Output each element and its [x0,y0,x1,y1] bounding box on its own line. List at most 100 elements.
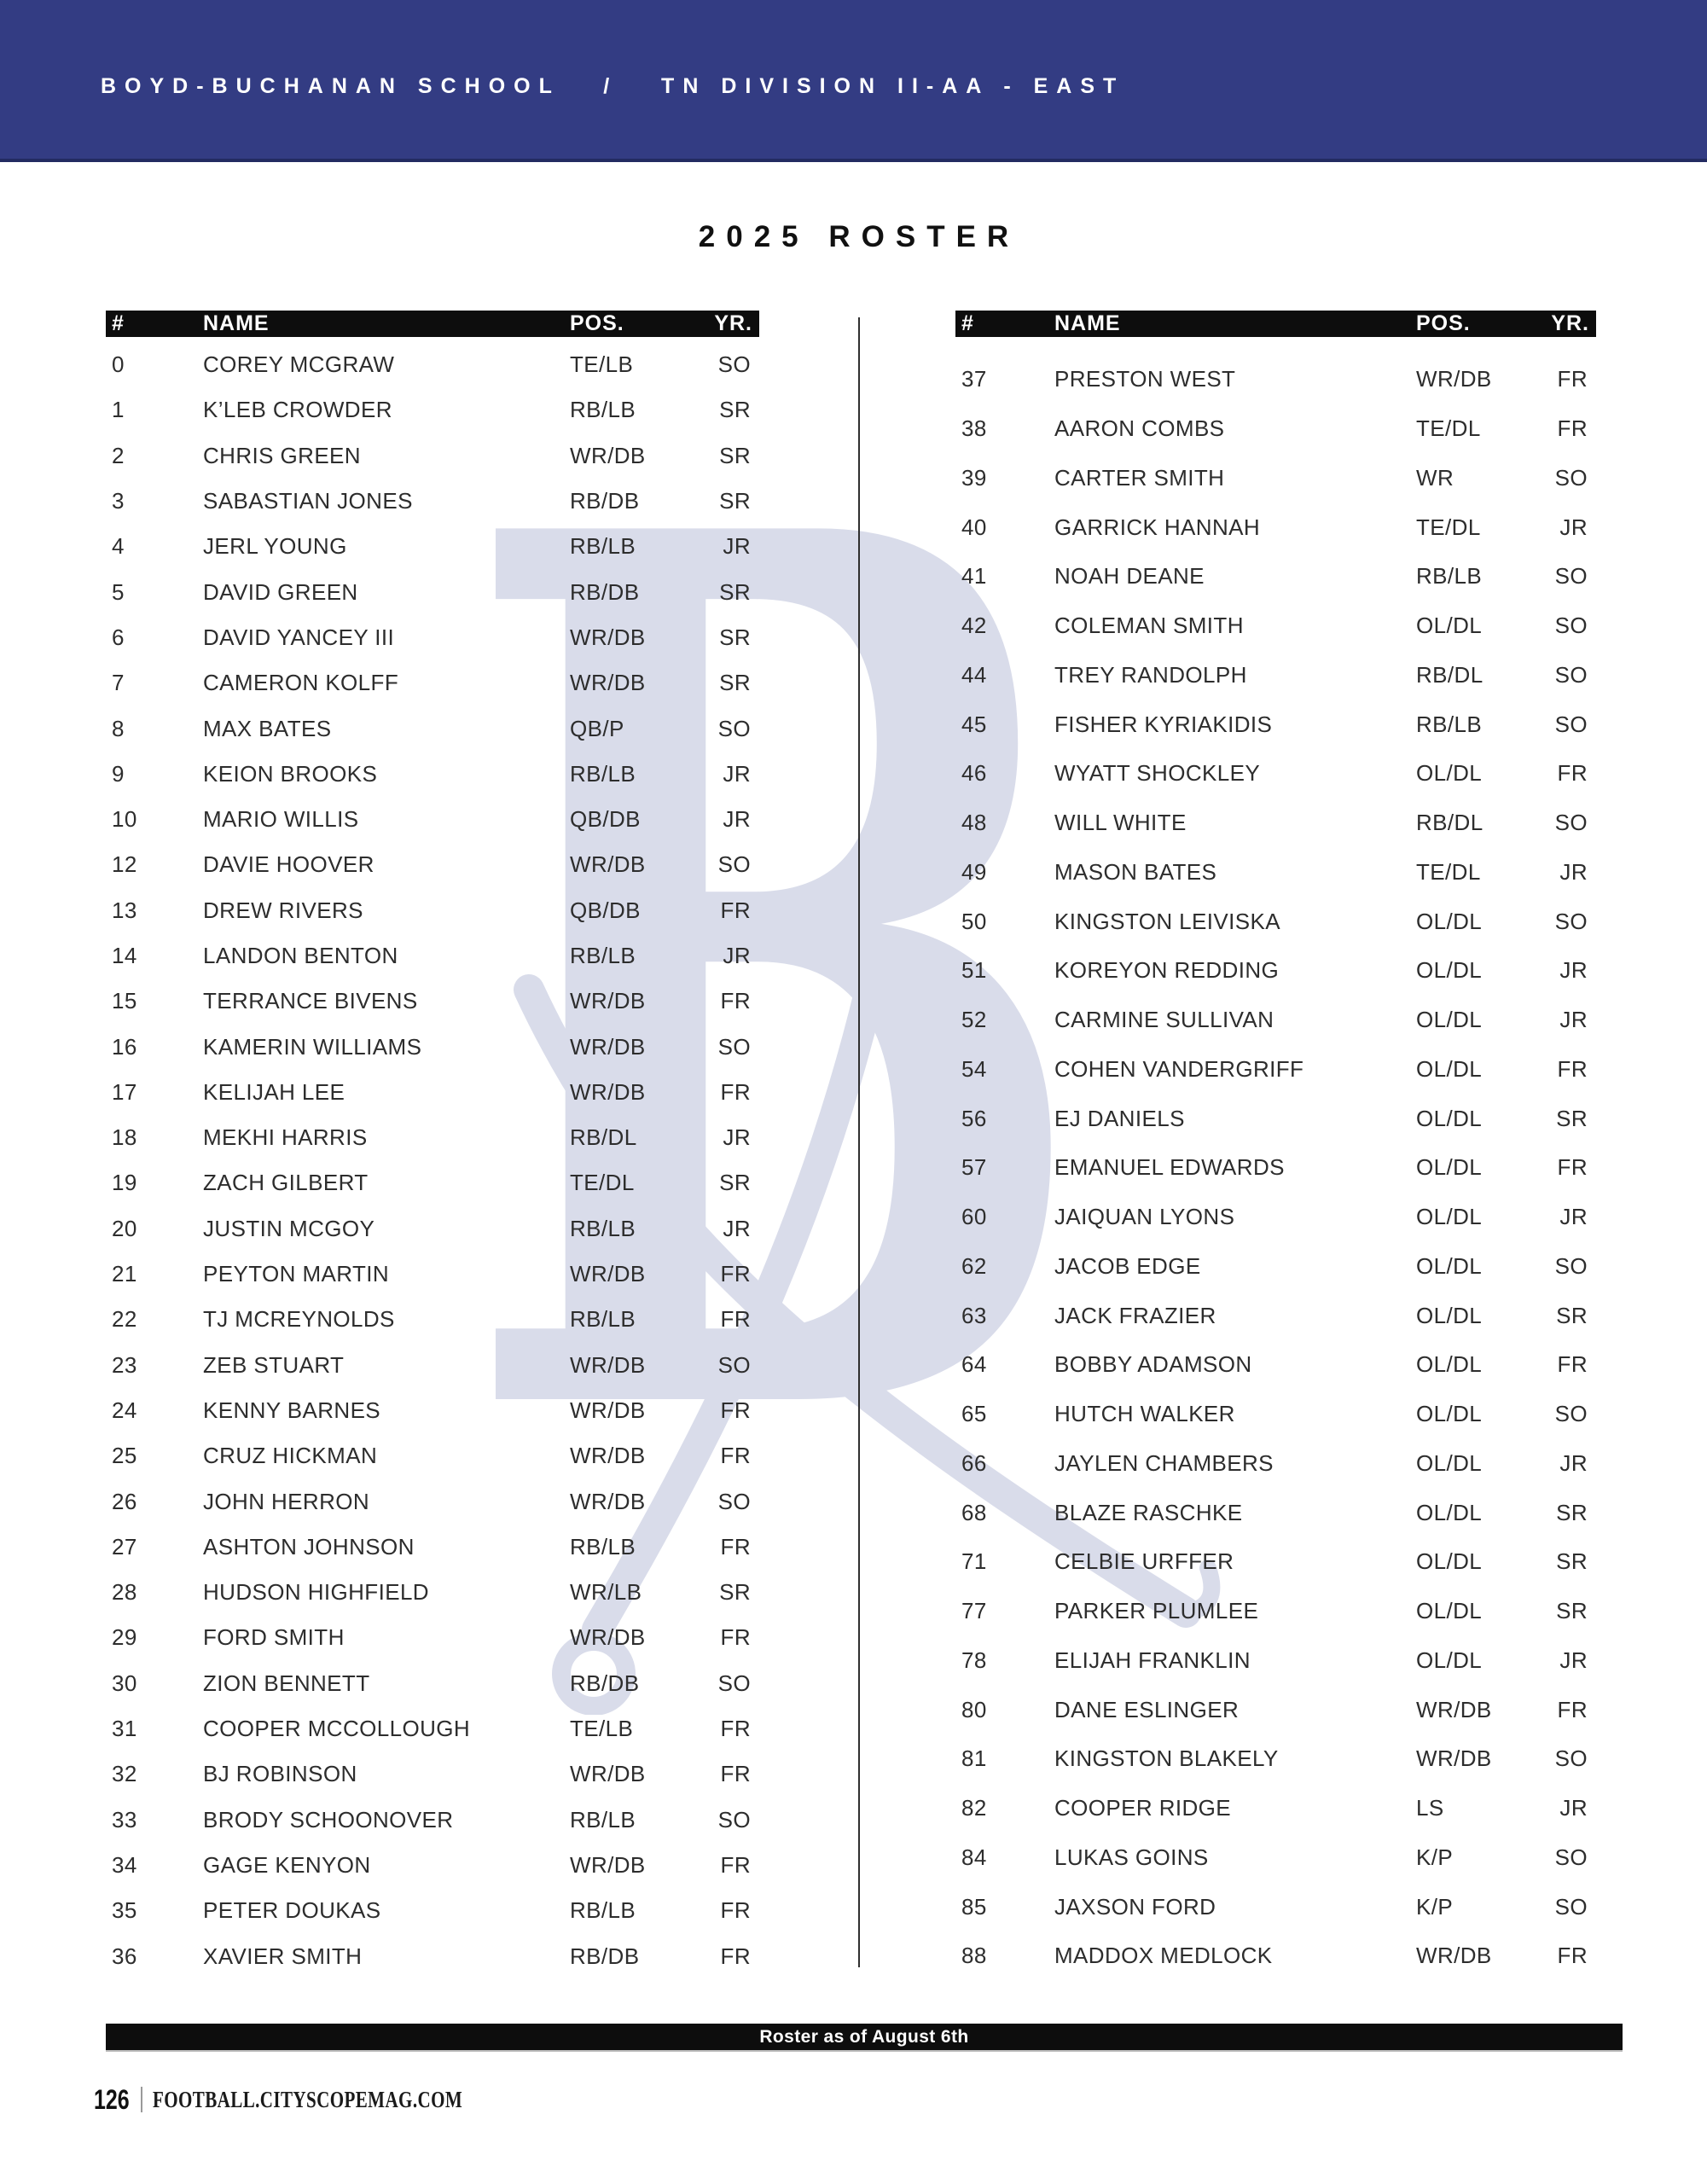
player-number: 16 [112,1033,137,1060]
roster-row: 27 ASHTON JOHNSON RB/LB FR [106,1525,759,1570]
player-year: FR [720,1624,751,1651]
player-number: 82 [961,1795,987,1821]
roster-row: 33 BRODY SCHOONOVER RB/LB SO [106,1798,759,1843]
player-year: JR [1559,1795,1588,1821]
player-number: 57 [961,1154,987,1181]
player-name: DREW RIVERS [203,897,363,923]
player-pos: RB/LB [570,1215,636,1241]
player-year: SO [1554,613,1588,639]
player-number: 7 [112,670,125,696]
player-pos: OL/DL [1416,1449,1483,1476]
player-number: 37 [961,366,987,392]
player-pos: OL/DL [1416,1647,1483,1673]
player-number: 12 [112,851,137,878]
player-number: 19 [112,1170,137,1196]
player-pos: QB/DB [570,897,641,923]
roster-row: 31 COOPER MCCOLLOUGH TE/LB FR [106,1706,759,1751]
player-number: 17 [112,1078,137,1105]
roster-row: 51 KOREYON REDDING OL/DL JR [955,946,1596,996]
player-pos: WR/DB [570,851,646,878]
player-name: FISHER KYRIAKIDIS [1054,711,1273,737]
roster-row: 77 PARKER PLUMLEE OL/DL SR [955,1587,1596,1636]
player-year: FR [720,1397,751,1423]
page-number: 126 [94,2083,130,2115]
roster-row: 49 MASON BATES TE/DL JR [955,848,1596,897]
player-name: DANE ESLINGER [1054,1696,1240,1722]
player-number: 49 [961,858,987,885]
player-pos: K/P [1416,1893,1454,1920]
player-pos: OL/DL [1416,1252,1483,1279]
player-pos: WR/DB [570,1443,646,1469]
player-name: CAMERON KOLFF [203,670,399,696]
player-pos: OL/DL [1416,1302,1483,1328]
player-number: 31 [112,1716,137,1742]
player-pos: QB/P [570,715,624,741]
player-name: TREY RANDOLPH [1054,661,1247,688]
player-name: COLEMAN SMITH [1054,613,1244,639]
player-pos: RB/LB [570,533,636,560]
player-pos: WR/DB [570,624,646,650]
player-number: 34 [112,1851,137,1878]
player-name: PRESTON WEST [1054,366,1236,392]
player-number: 1 [112,397,125,423]
player-number: 65 [961,1401,987,1427]
roster-row: 80 DANE ESLINGER WR/DB FR [955,1685,1596,1734]
player-pos: RB/LB [1416,563,1483,590]
roster-row: 82 COOPER RIDGE LS JR [955,1784,1596,1833]
player-number: 5 [112,578,125,605]
player-number: 6 [112,624,125,650]
player-name: NOAH DEANE [1054,563,1205,590]
roster-note-text: Roster as of August 6th [759,2026,969,2047]
player-name: ASHTON JOHNSON [203,1533,415,1560]
roster-row: 37 PRESTON WEST WR/DB FR [955,355,1596,404]
player-pos: OL/DL [1416,1401,1483,1427]
player-pos: WR/DB [570,988,646,1014]
player-pos: LS [1416,1795,1444,1821]
player-year: JR [1559,1647,1588,1673]
player-pos: RB/DB [570,1943,640,1969]
player-number: 77 [961,1598,987,1624]
player-number: 63 [961,1302,987,1328]
roster-row: 71 CELBIE URFFER OL/DL SR [955,1537,1596,1587]
player-year: JR [723,1215,751,1241]
roster-row: 8 MAX BATES QB/P SO [106,706,759,751]
roster-row: 9 KEION BROOKS RB/LB JR [106,752,759,797]
player-name: BRODY SCHOONOVER [203,1806,454,1833]
player-number: 28 [112,1579,137,1606]
player-pos: WR/DB [570,670,646,696]
player-pos: RB/LB [570,1806,636,1833]
roster-row: 21 PEYTON MARTIN WR/DB FR [106,1252,759,1297]
player-number: 36 [112,1943,137,1969]
player-pos: QB/DB [570,806,641,833]
roster-row: 26 JOHN HERRON WR/DB SO [106,1478,759,1524]
player-number: 14 [112,943,137,968]
roster-row: 41 NOAH DEANE RB/LB SO [955,552,1596,601]
roster-row: 68 BLAZE RASCHKE OL/DL SR [955,1488,1596,1537]
player-pos: OL/DL [1416,1499,1483,1525]
player-pos: RB/DL [1416,661,1483,688]
roster-row: 29 FORD SMITH WR/DB FR [106,1615,759,1660]
player-name: KEION BROOKS [203,760,378,787]
player-pos: OL/DL [1416,1105,1483,1131]
player-name: JAIQUAN LYONS [1054,1204,1235,1230]
player-pos: OL/DL [1416,1154,1483,1181]
player-number: 88 [961,1943,987,1969]
player-name: BOBBY ADAMSON [1054,1351,1252,1378]
player-pos: RB/LB [570,760,636,787]
player-year: JR [723,1124,751,1151]
player-year: FR [1557,760,1588,787]
roster-row: 20 JUSTIN MCGOY RB/LB JR [106,1206,759,1252]
player-number: 68 [961,1499,987,1525]
player-name: CELBIE URFFER [1054,1548,1234,1575]
player-name: WYATT SHOCKLEY [1054,760,1261,787]
player-number: 22 [112,1306,137,1333]
player-name: CARMINE SULLIVAN [1054,1007,1274,1033]
player-year: FR [1557,1154,1588,1181]
roster-row: 52 CARMINE SULLIVAN OL/DL JR [955,996,1596,1045]
player-number: 46 [961,760,987,787]
player-year: SR [719,488,751,514]
roster-row: 19 ZACH GILBERT TE/DL SR [106,1160,759,1205]
player-number: 15 [112,988,137,1014]
player-number: 10 [112,806,137,833]
player-number: 84 [961,1844,987,1870]
